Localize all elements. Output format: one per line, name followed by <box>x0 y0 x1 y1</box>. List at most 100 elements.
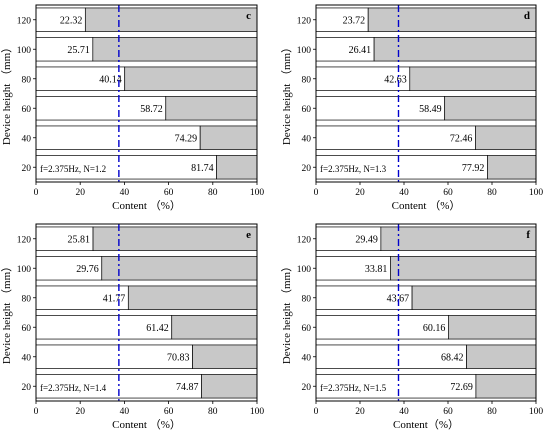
panel-d-xtick-label-20: 20 <box>355 188 365 198</box>
panel-d-xtick-label-100: 100 <box>529 188 544 198</box>
panel-c-xaxis-title: Content （%） <box>112 199 181 212</box>
panel-f-xtick-label-80: 80 <box>487 407 497 417</box>
panel-c-xtick-label-20: 20 <box>75 188 85 198</box>
panel-c-bar-remainder-100 <box>92 37 258 62</box>
panel-c-bar-remainder-60 <box>165 96 258 121</box>
panel-c-value-label-120: 22.32 <box>60 15 83 26</box>
panel-e-bar-remainder-120 <box>92 226 258 251</box>
panel-f-bar-remainder-20 <box>475 374 537 399</box>
panel-e-value-label-120: 25.81 <box>68 234 91 245</box>
panel-e-xtick-label-0: 0 <box>34 407 39 417</box>
panel-f-xaxis-title: Content（%） <box>393 418 459 431</box>
panel-d-yaxis-title: Device height （mm） <box>280 42 293 145</box>
panel-e-bar-remainder-20 <box>201 374 258 399</box>
panel-d-ytick-label-40: 40 <box>302 134 312 144</box>
panel-f-xtick-label-100: 100 <box>529 407 544 417</box>
panel-e-ytick-label-60: 60 <box>22 324 32 334</box>
panel-e-xaxis-title: Content （%） <box>112 418 181 431</box>
panel-f-xtick-label-0: 0 <box>314 407 319 417</box>
panel-f-bar-remainder-120 <box>380 226 537 251</box>
panel-e-bar-remainder-100 <box>101 256 258 281</box>
panel-c-ytick-label-40: 40 <box>22 134 32 144</box>
panel-f-value-label-100: 33.81 <box>365 264 388 275</box>
panel-f-value-label-80: 43.67 <box>387 293 410 304</box>
panel-f-tag: f <box>526 229 530 241</box>
panel-f-ytick-label-100: 100 <box>297 265 312 275</box>
panel-e-condition: f=2.375Hz, N=1.4 <box>40 383 107 393</box>
panel-d-ytick-label-20: 20 <box>302 164 312 174</box>
panel-d-ytick-label-120: 120 <box>297 16 312 26</box>
panel-d-ytick-label-80: 80 <box>302 75 312 85</box>
panel-d-value-label-100: 26.41 <box>349 45 372 56</box>
panel-f-value-label-20: 72.69 <box>450 382 473 393</box>
panel-c-xtick-label-40: 40 <box>120 188 130 198</box>
panel-c-xtick-label-0: 0 <box>34 188 39 198</box>
panel-c-ytick-label-20: 20 <box>22 164 32 174</box>
panel-c-bar-remainder-40 <box>199 125 258 150</box>
panel-d-plot-frame <box>315 4 537 183</box>
panel-e-value-label-20: 74.87 <box>176 382 199 393</box>
panel-c-ytick-label-100: 100 <box>17 46 32 56</box>
panel-d-xtick-label-40: 40 <box>399 188 409 198</box>
panel-e-ytick-label-80: 80 <box>22 294 32 304</box>
panel-f-bar-remainder-60 <box>448 315 537 340</box>
panel-f-ytick-label-40: 40 <box>302 353 312 363</box>
panel-c-xtick-label-100: 100 <box>250 188 265 198</box>
panel-d-xaxis-title: Content （%） <box>392 199 461 212</box>
panel-e-xtick-label-20: 20 <box>75 407 85 417</box>
panel-d-ytick-label-100: 100 <box>297 46 312 56</box>
panel-f-ytick-label-80: 80 <box>302 294 312 304</box>
panel-d-value-label-20: 77.92 <box>462 163 485 174</box>
panel-d-bar-remainder-40 <box>475 125 537 150</box>
panel-e-value-label-60: 61.42 <box>146 323 169 334</box>
panel-d-condition: f=2.375Hz, N=1.3 <box>320 164 387 174</box>
panel-d-bar-remainder-120 <box>367 7 537 32</box>
panel-d-value-label-60: 58.49 <box>419 104 442 115</box>
panel-d-xtick-label-80: 80 <box>487 188 497 198</box>
panel-d-bar-remainder-20 <box>487 155 537 180</box>
panel-f-plot-frame <box>315 223 537 402</box>
panel-f-ytick-label-60: 60 <box>302 324 312 334</box>
panel-d-bar-remainder-60 <box>444 96 537 121</box>
panel-e-xtick-label-80: 80 <box>208 407 218 417</box>
panel-e-ytick-label-40: 40 <box>22 353 32 363</box>
panel-f-bar-remainder-40 <box>466 344 537 369</box>
panel-f-yaxis-title: Device height （mm） <box>280 261 293 364</box>
panel-d-tag: d <box>524 10 530 22</box>
panel-f-value-label-120: 29.49 <box>355 234 378 245</box>
panel-f-ytick-label-20: 20 <box>302 383 312 393</box>
panel-c-bar-remainder-20 <box>216 155 258 180</box>
panel-c-xtick-label-80: 80 <box>208 188 218 198</box>
panel-c-value-label-40: 74.29 <box>175 133 198 144</box>
panel-d-xtick-label-0: 0 <box>314 188 319 198</box>
panel-e-value-label-80: 41.77 <box>103 293 126 304</box>
panel-d-ytick-label-60: 60 <box>302 105 312 115</box>
panel-f-xtick-label-40: 40 <box>399 407 409 417</box>
panel-c-plot-frame <box>35 4 258 183</box>
panel-e-ytick-label-20: 20 <box>22 383 32 393</box>
panel-c-value-label-80: 40.14 <box>99 74 122 85</box>
panel-f-xtick-label-20: 20 <box>355 407 365 417</box>
panel-c-yaxis-title: Device height （mm） <box>0 42 13 145</box>
panel-e-ytick-label-120: 120 <box>17 235 32 245</box>
panel-f-condition: f=2.375Hz, N=1.5 <box>320 383 387 393</box>
panel-f-value-label-60: 60.16 <box>423 323 446 334</box>
panel-d-value-label-40: 72.46 <box>450 133 473 144</box>
panel-e-tag: e <box>246 229 251 241</box>
panel-f-value-label-40: 68.42 <box>441 352 464 363</box>
panel-e-bar-remainder-40 <box>192 344 258 369</box>
panel-c-tag: c <box>246 10 251 22</box>
panel-f-bar-remainder-100 <box>390 256 537 281</box>
panel-c-bar-remainder-80 <box>124 66 258 91</box>
panel-d-value-label-120: 23.72 <box>343 15 366 26</box>
panel-d-value-label-80: 42.63 <box>384 74 407 85</box>
panel-e-value-label-40: 70.83 <box>167 352 190 363</box>
panel-c-value-label-60: 58.72 <box>140 104 163 115</box>
panel-d-bar-remainder-80 <box>409 66 537 91</box>
panel-f-xtick-label-60: 60 <box>443 407 453 417</box>
panel-c-value-label-100: 25.71 <box>67 45 90 56</box>
panel-e-xtick-label-100: 100 <box>250 407 265 417</box>
panel-c-ytick-label-120: 120 <box>17 16 32 26</box>
